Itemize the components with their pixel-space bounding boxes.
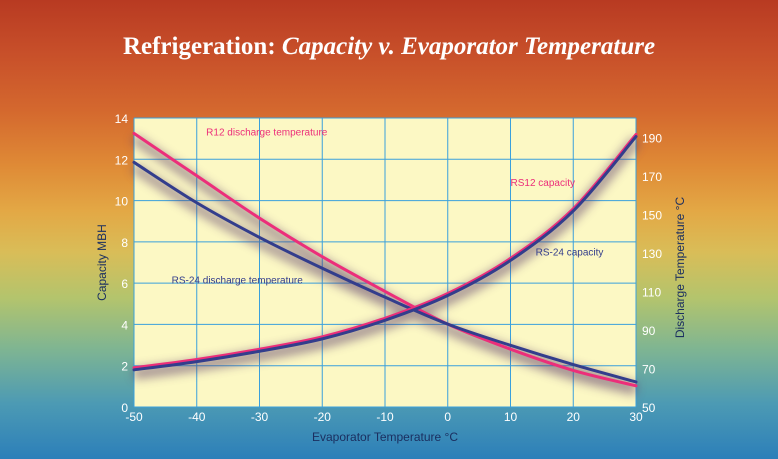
y-right-tick-label: 50: [642, 401, 656, 415]
x-tick-label: 0: [444, 410, 451, 424]
series-line-rs12-capacity: [132, 133, 638, 370]
x-tick-label: -30: [251, 410, 269, 424]
y-left-tick-label: 2: [121, 360, 128, 374]
x-tick-label: -50: [125, 410, 143, 424]
y-right-tick-label: 190: [642, 131, 662, 145]
series-label: RS-24 discharge temperature: [172, 276, 304, 287]
x-tick-label: -10: [376, 410, 394, 424]
series-shadow-rs-24-capacity: [133, 138, 640, 380]
y-right-tick-label: 130: [642, 247, 662, 261]
series-lines: [132, 131, 638, 388]
y-right-tick-label: 170: [642, 170, 662, 184]
y-left-tick-label: 10: [115, 195, 129, 209]
x-tick-label: 20: [567, 410, 581, 424]
y-right-tick-label: 150: [642, 208, 662, 222]
x-axis-title: Evaporator Temperature °C: [312, 430, 458, 444]
y-right-tick-label: 70: [642, 362, 656, 376]
series-label: RS12 capacity: [511, 178, 575, 189]
chart-title: Refrigeration: Capacity v. Evaporator Te…: [0, 33, 778, 61]
y-right-axis-title: Discharge Temperature °C: [673, 197, 687, 339]
series-label: RS-24 capacity: [536, 247, 604, 258]
y-right-tick-label: 110: [642, 285, 661, 299]
series-line-rs-24-capacity: [132, 135, 638, 372]
y-left-axis-title: Capacity MBH: [95, 224, 109, 301]
y-left-tick-label: 12: [115, 153, 129, 167]
series-label: R12 discharge temperature: [206, 127, 328, 138]
series-line-rs-24-discharge-temperature: [132, 160, 638, 384]
x-tick-label: 30: [629, 410, 643, 424]
y-left-tick-label: 4: [121, 318, 128, 332]
y-left-tick-label: 6: [121, 277, 128, 291]
chart-title-rest: Capacity v. Evaporator Temperature: [281, 33, 656, 60]
series-line-r12-discharge-temperature: [132, 131, 638, 388]
y-right-tick-label: 90: [642, 324, 656, 338]
y-left-tick-label: 8: [121, 236, 128, 250]
chart-title-lead: Refrigeration:: [122, 33, 276, 60]
x-tick-label: -20: [314, 410, 332, 424]
x-tick-label: 10: [504, 410, 518, 424]
y-left-tick-label: 14: [115, 112, 129, 126]
y-left-tick-label: 0: [121, 401, 128, 415]
x-tick-label: -40: [188, 410, 206, 424]
